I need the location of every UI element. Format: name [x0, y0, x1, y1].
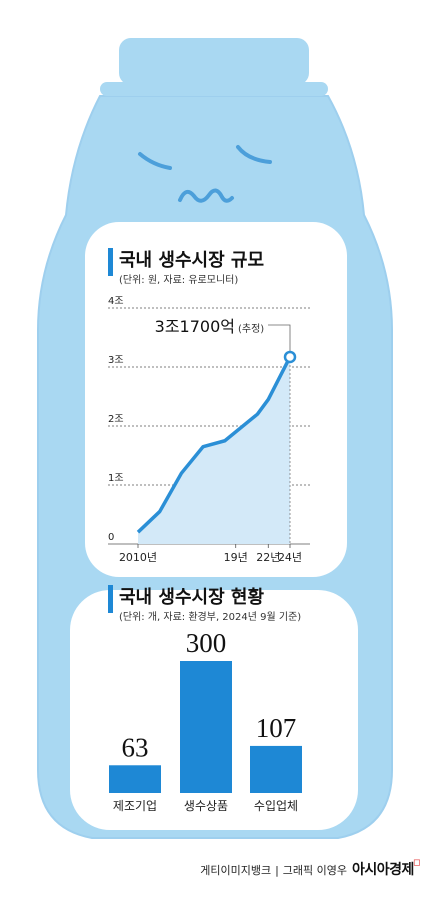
y-tick-label: 0	[108, 532, 114, 543]
x-tick-label: 2010년	[119, 551, 157, 564]
end-point-marker	[283, 350, 297, 364]
market-size-line	[136, 356, 292, 534]
bar-value-label: 300	[186, 628, 227, 658]
bottle-face	[138, 145, 272, 203]
credit-separator: |	[275, 864, 279, 877]
market-status-subtitle: (단위: 개, 자료: 환경부, 2024년 9월 기준)	[119, 610, 301, 623]
market-size-area	[138, 356, 290, 544]
market-size-subtitle: (단위: 원, 자료: 유로모니터)	[119, 273, 238, 286]
x-tick-label: 24년	[278, 551, 302, 564]
y-tick-label: 4조	[108, 296, 124, 307]
bar-category-label: 수입업체	[254, 799, 298, 813]
y-tick-label: 1조	[108, 473, 124, 484]
market-status-title: 국내 생수시장 현황	[119, 587, 264, 608]
bar	[250, 745, 302, 793]
market-status-bar-chart: 63 제조기업 300 생수상품 107 수입업체	[109, 628, 302, 813]
annotation-note: (추정)	[238, 323, 264, 335]
bar-category-label: 생수상품	[184, 799, 228, 813]
right-eyebrow	[236, 145, 272, 164]
bottle-cap-rim	[100, 82, 328, 96]
market-size-title: 국내 생수시장 규모	[119, 250, 264, 271]
bar-value-label: 63	[122, 732, 149, 762]
annotation-leader	[268, 324, 291, 351]
bar-value-label: 107	[256, 713, 297, 743]
x-tick-label: 22년	[256, 551, 280, 564]
left-eyebrow	[138, 152, 172, 170]
wavy-mouth	[178, 188, 234, 203]
graphic-credit: 그래픽 이영우	[282, 864, 347, 877]
bar	[180, 661, 232, 793]
x-tick-label: 19년	[224, 551, 248, 564]
publisher-logo: 아시아경제	[352, 862, 414, 878]
title-accent-bar-2	[108, 585, 113, 613]
bottle-cap	[119, 38, 309, 85]
bar	[109, 765, 161, 793]
photo-credit: 게티이미지뱅크	[200, 864, 272, 877]
y-tick-label: 2조	[108, 414, 124, 425]
y-tick-label: 3조	[108, 355, 124, 366]
title-accent-bar-1	[108, 248, 113, 276]
credit-line: 게티이미지뱅크 | 그래픽 이영우	[0, 862, 347, 878]
bar-category-label: 제조기업	[113, 799, 157, 813]
annotation-value: 3조1700억	[155, 317, 235, 336]
publisher-logo-mark: ◻	[413, 858, 421, 868]
